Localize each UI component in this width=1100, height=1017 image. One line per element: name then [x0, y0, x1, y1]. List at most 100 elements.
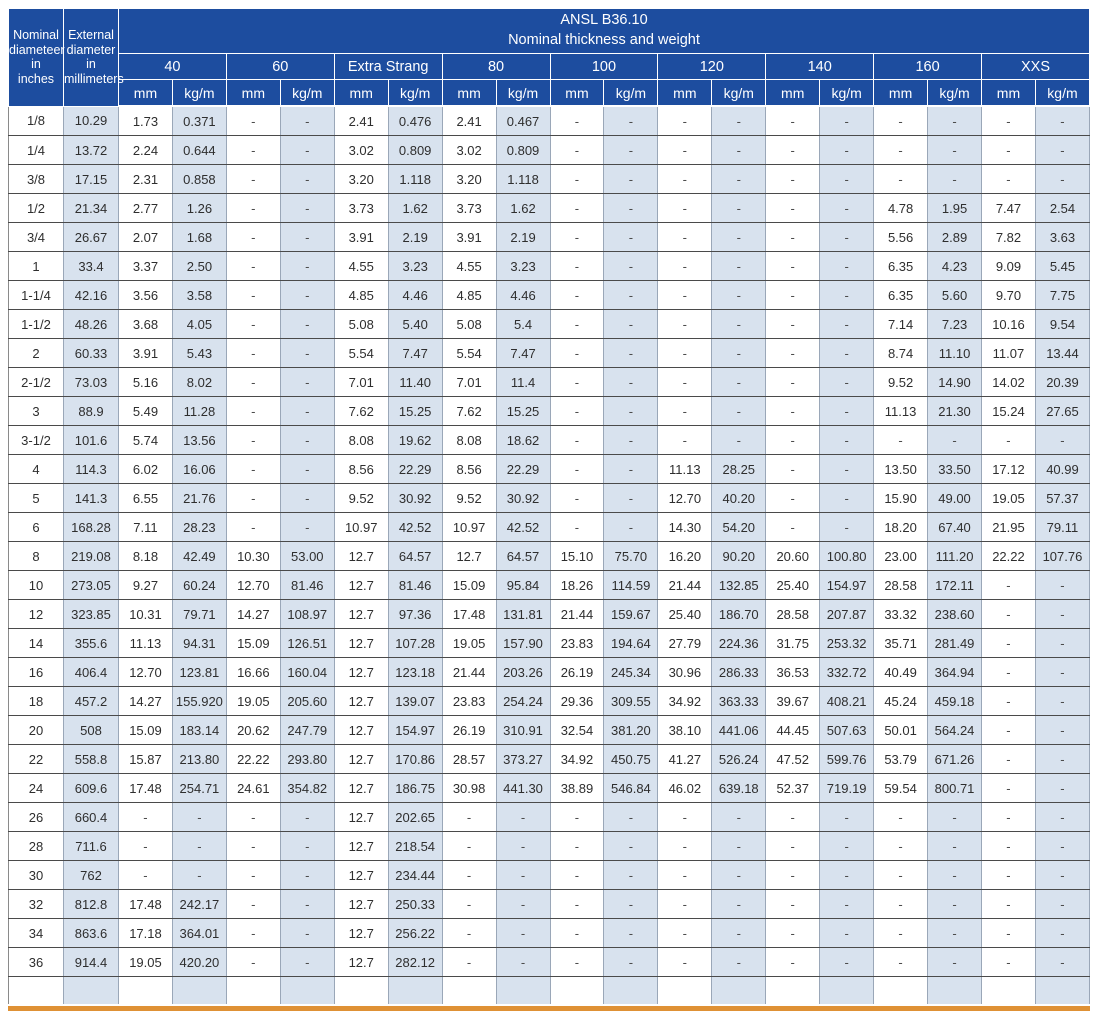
thickness-mm-cell: 2.41 — [441, 106, 497, 136]
weight-kgm-cell: 7.47 — [495, 338, 551, 368]
thickness-mm-cell: - — [225, 367, 281, 397]
weight-kgm-cell: 1.118 — [495, 164, 551, 194]
unit-header-kg-per-m: kg/m — [819, 79, 875, 107]
weight-kgm-cell: - — [279, 338, 335, 368]
unit-header-kg-per-m: kg/m — [387, 79, 443, 107]
thickness-mm-cell: 30.96 — [657, 657, 713, 687]
thickness-mm-cell: - — [225, 135, 281, 165]
weight-kgm-cell: 49.00 — [927, 483, 982, 513]
weight-kgm-cell: 126.51 — [279, 628, 335, 658]
weight-kgm-cell: - — [711, 135, 767, 165]
weight-kgm-cell: - — [603, 367, 659, 397]
thickness-mm-cell: 15.90 — [873, 483, 929, 513]
weight-kgm-cell: - — [279, 106, 335, 136]
pipe-schedule-table: Nominal diameteer in inches External dia… — [8, 8, 1091, 1004]
weight-kgm-cell: 459.18 — [927, 686, 982, 716]
thickness-mm-cell: 7.62 — [333, 396, 389, 426]
thickness-mm-cell: - — [549, 396, 605, 426]
empty-cell — [927, 976, 982, 1004]
weight-kgm-cell: 107.76 — [1034, 541, 1091, 571]
external-diameter-cell: 168.28 — [63, 512, 119, 542]
thickness-mm-cell: 2.31 — [118, 164, 173, 194]
thickness-mm-cell: - — [765, 396, 821, 426]
table-row: 1/2 21.34 2.77 1.26- -3.73 1.62 3.73 1.62- - - - - -… — [8, 193, 1091, 223]
group-header-80: 80 — [441, 53, 551, 80]
weight-kgm-cell: 170.86 — [387, 744, 443, 774]
weight-kgm-cell: - — [1034, 860, 1091, 890]
thickness-mm-cell: 11.13 — [873, 396, 929, 426]
thickness-mm-cell: - — [873, 889, 929, 919]
weight-kgm-cell: - — [819, 251, 875, 281]
thickness-mm-cell: 26.19 — [549, 657, 605, 687]
thickness-mm-cell: 17.48 — [118, 773, 173, 803]
thickness-mm-cell: 17.48 — [118, 889, 173, 919]
unit-header-mm: mm — [873, 79, 929, 107]
weight-kgm-cell: - — [603, 918, 659, 948]
thickness-mm-cell: 12.7 — [333, 686, 389, 716]
thickness-mm-cell: - — [549, 222, 605, 252]
weight-kgm-cell: 11.28 — [171, 396, 227, 426]
thickness-mm-cell: - — [225, 309, 281, 339]
nominal-diameter-cell: 1 — [8, 251, 64, 281]
thickness-mm-cell: - — [118, 860, 173, 890]
weight-kgm-cell: - — [711, 918, 767, 948]
thickness-mm-cell: 50.01 — [873, 715, 929, 745]
weight-kgm-cell: - — [819, 889, 875, 919]
external-diameter-cell: 13.72 — [63, 135, 119, 165]
thickness-mm-cell: - — [657, 425, 713, 455]
thickness-mm-cell: - — [981, 715, 1036, 745]
thickness-mm-cell: - — [441, 802, 497, 832]
nominal-diameter-cell: 1-1/2 — [8, 309, 64, 339]
thickness-mm-cell: 3.68 — [118, 309, 173, 339]
weight-kgm-cell: - — [819, 831, 875, 861]
weight-kgm-cell: 0.809 — [387, 135, 443, 165]
group-header-160: 160 — [873, 53, 982, 80]
empty-cell — [495, 976, 551, 1004]
thickness-mm-cell: 15.24 — [981, 396, 1036, 426]
thickness-mm-cell: 12.7 — [333, 918, 389, 948]
thickness-mm-cell: - — [765, 367, 821, 397]
external-diameter-cell: 323.85 — [63, 599, 119, 629]
nominal-diameter-cell: 14 — [8, 628, 64, 658]
thickness-mm-cell: - — [441, 947, 497, 977]
thickness-mm-cell: 35.71 — [873, 628, 929, 658]
thickness-mm-cell: - — [657, 367, 713, 397]
weight-kgm-cell: - — [1034, 889, 1091, 919]
table-row: 1-1/2 48.26 3.68 4.05- -5.08 5.40 5.08 5.4- - - - -… — [8, 309, 1091, 339]
weight-kgm-cell: - — [1034, 106, 1091, 136]
weight-kgm-cell: 57.37 — [1034, 483, 1091, 513]
weight-kgm-cell: - — [819, 860, 875, 890]
thickness-mm-cell: - — [765, 222, 821, 252]
weight-kgm-cell: - — [819, 309, 875, 339]
weight-kgm-cell: 8.02 — [171, 367, 227, 397]
thickness-mm-cell: - — [765, 135, 821, 165]
group-header-140: 140 — [765, 53, 875, 80]
weight-kgm-cell: 2.19 — [387, 222, 443, 252]
weight-kgm-cell: 22.29 — [495, 454, 551, 484]
weight-kgm-cell: 224.36 — [711, 628, 767, 658]
thickness-mm-cell: 5.56 — [873, 222, 929, 252]
weight-kgm-cell: 254.71 — [171, 773, 227, 803]
empty-cell — [387, 976, 443, 1004]
schedule-group-header-row: 40 60 Extra Strang 80 100 120 140 160 XXS — [9, 53, 1090, 80]
weight-kgm-cell: 160.04 — [279, 657, 335, 687]
thickness-mm-cell: - — [765, 947, 821, 977]
thickness-mm-cell: - — [225, 106, 281, 136]
weight-kgm-cell: 2.19 — [495, 222, 551, 252]
weight-kgm-cell: 5.60 — [927, 280, 982, 310]
thickness-mm-cell: 11.13 — [118, 628, 173, 658]
thickness-mm-cell: 2.77 — [118, 193, 173, 223]
weight-kgm-cell: - — [279, 483, 335, 513]
weight-kgm-cell: 107.28 — [387, 628, 443, 658]
unit-header-mm: mm — [118, 79, 173, 107]
thickness-mm-cell: - — [765, 454, 821, 484]
weight-kgm-cell: 4.46 — [387, 280, 443, 310]
thickness-mm-cell: - — [118, 831, 173, 861]
weight-kgm-cell: 3.23 — [387, 251, 443, 281]
nominal-diameter-cell: 1/8 — [8, 106, 64, 136]
thickness-mm-cell: 18.20 — [873, 512, 929, 542]
weight-kgm-cell: - — [711, 106, 767, 136]
thickness-mm-cell: - — [765, 425, 821, 455]
thickness-mm-cell: - — [225, 222, 281, 252]
weight-kgm-cell: - — [1034, 715, 1091, 745]
